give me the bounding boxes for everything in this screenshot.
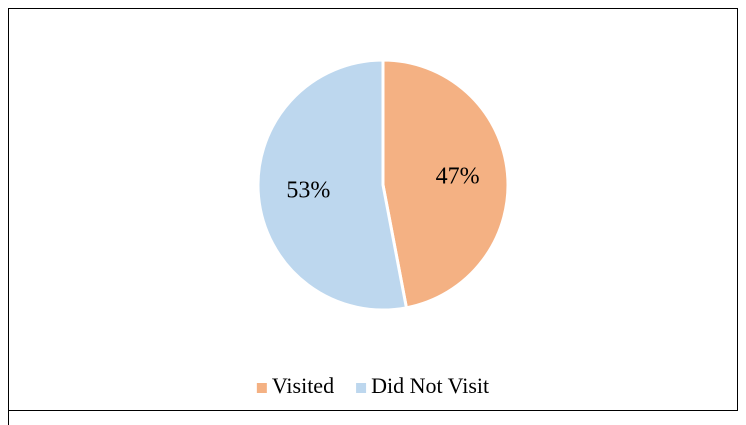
data-label: 53% <box>286 178 330 204</box>
legend-swatch <box>356 383 367 393</box>
legend-label: Did Not Visit <box>371 373 489 398</box>
legend-swatch <box>256 383 267 393</box>
legend-label: Visited <box>272 373 334 398</box>
data-label: 47% <box>436 163 480 189</box>
pie-slice <box>381 58 510 310</box>
pie-slice <box>256 58 409 312</box>
